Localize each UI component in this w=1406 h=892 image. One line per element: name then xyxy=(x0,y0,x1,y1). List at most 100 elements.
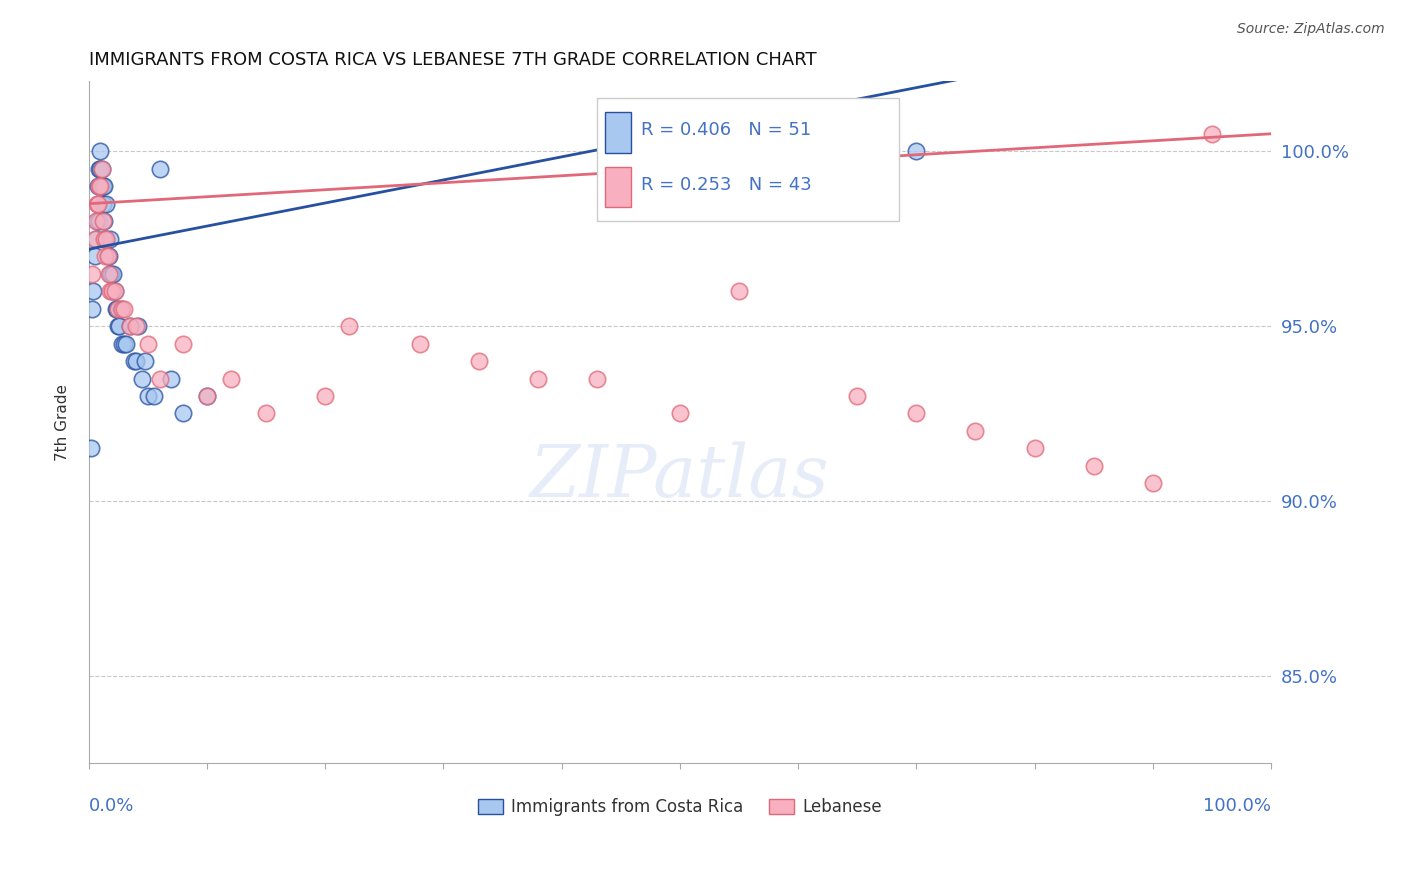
Point xyxy=(149,371,172,385)
Point xyxy=(104,284,127,298)
Point xyxy=(90,179,112,194)
Point xyxy=(1201,127,1223,141)
Point xyxy=(195,389,218,403)
Point xyxy=(94,249,117,263)
Point xyxy=(87,179,110,194)
Point xyxy=(83,249,105,263)
Point xyxy=(89,145,111,159)
Bar xyxy=(606,112,631,153)
Point xyxy=(122,354,145,368)
Point xyxy=(86,196,108,211)
Point xyxy=(127,319,149,334)
Point xyxy=(468,354,491,368)
Point xyxy=(115,336,138,351)
Point xyxy=(89,161,111,176)
Bar xyxy=(606,167,631,208)
Point xyxy=(905,407,928,421)
Point xyxy=(1024,442,1046,456)
Point xyxy=(337,319,360,334)
Point xyxy=(112,336,135,351)
Text: IMMIGRANTS FROM COSTA RICA VS LEBANESE 7TH GRADE CORRELATION CHART: IMMIGRANTS FROM COSTA RICA VS LEBANESE 7… xyxy=(89,51,817,69)
Point xyxy=(142,389,165,403)
Point xyxy=(89,179,111,194)
Point xyxy=(1142,476,1164,491)
Point xyxy=(87,196,110,211)
Point xyxy=(91,196,114,211)
Point xyxy=(89,179,111,194)
Point xyxy=(89,214,111,228)
Point xyxy=(84,214,107,228)
Point xyxy=(118,319,141,334)
Point xyxy=(80,442,103,456)
Point xyxy=(1083,458,1105,473)
Point xyxy=(104,301,127,316)
Text: R = 0.253   N = 43: R = 0.253 N = 43 xyxy=(641,176,811,194)
Point xyxy=(846,389,869,403)
Point xyxy=(97,249,120,263)
Point xyxy=(136,336,159,351)
Point xyxy=(111,301,134,316)
Point xyxy=(96,232,118,246)
Text: 7th Grade: 7th Grade xyxy=(55,384,70,461)
Point xyxy=(149,161,172,176)
Point xyxy=(83,232,105,246)
Point xyxy=(100,267,122,281)
Point xyxy=(409,336,432,351)
Point xyxy=(96,232,118,246)
Point xyxy=(86,214,108,228)
Point xyxy=(90,161,112,176)
Point xyxy=(98,232,121,246)
Point xyxy=(97,249,120,263)
Point xyxy=(112,301,135,316)
Point xyxy=(728,284,751,298)
Point xyxy=(125,319,148,334)
Point xyxy=(82,301,104,316)
Point xyxy=(90,161,112,176)
Point xyxy=(905,145,928,159)
Point xyxy=(93,179,115,194)
Point xyxy=(160,371,183,385)
Point xyxy=(91,179,114,194)
Point xyxy=(97,267,120,281)
Point xyxy=(108,319,131,334)
Point xyxy=(125,354,148,368)
Point xyxy=(93,232,115,246)
Point xyxy=(107,319,129,334)
Point xyxy=(134,354,156,368)
Text: 100.0%: 100.0% xyxy=(1204,797,1271,815)
Text: R = 0.406   N = 51: R = 0.406 N = 51 xyxy=(641,121,811,139)
Point xyxy=(91,214,114,228)
Point xyxy=(96,196,118,211)
Point xyxy=(111,336,134,351)
Point xyxy=(105,301,128,316)
Point xyxy=(93,214,115,228)
Point xyxy=(254,407,277,421)
Point xyxy=(172,336,194,351)
Point xyxy=(118,319,141,334)
Point xyxy=(110,301,132,316)
Point xyxy=(97,249,120,263)
Point xyxy=(136,389,159,403)
Point xyxy=(669,407,692,421)
Point xyxy=(101,284,124,298)
Legend: Immigrants from Costa Rica, Lebanese: Immigrants from Costa Rica, Lebanese xyxy=(471,791,889,823)
FancyBboxPatch shape xyxy=(598,98,898,221)
Point xyxy=(846,127,869,141)
Text: Source: ZipAtlas.com: Source: ZipAtlas.com xyxy=(1237,22,1385,37)
Text: 0.0%: 0.0% xyxy=(89,797,134,815)
Point xyxy=(89,161,111,176)
Point xyxy=(84,232,107,246)
Point xyxy=(101,284,124,298)
Point xyxy=(195,389,218,403)
Point xyxy=(965,424,987,438)
Point xyxy=(131,371,153,385)
Point xyxy=(107,301,129,316)
Point xyxy=(98,284,121,298)
Point xyxy=(586,371,609,385)
Point xyxy=(314,389,336,403)
Point xyxy=(104,284,127,298)
Text: ZIPatlas: ZIPatlas xyxy=(530,442,830,512)
Point xyxy=(527,371,550,385)
Point xyxy=(98,267,121,281)
Point xyxy=(82,267,104,281)
